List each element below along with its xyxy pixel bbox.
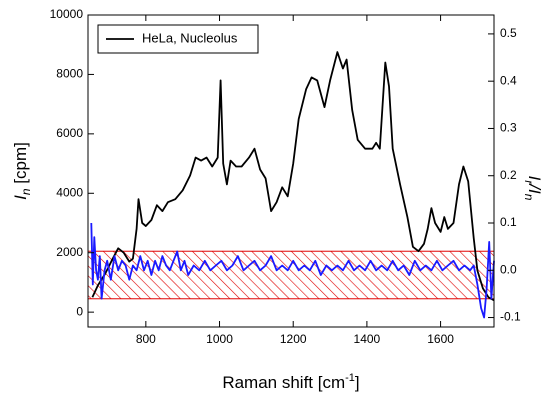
y2-tick-label: 0.4 bbox=[500, 73, 517, 87]
y2-tick-label: -0.1 bbox=[500, 310, 521, 324]
y-axis-title: In [cpm] bbox=[11, 142, 33, 200]
x-tick-label: 1600 bbox=[427, 332, 454, 346]
y-tick-label: 4000 bbox=[56, 185, 83, 199]
series-line bbox=[90, 222, 495, 319]
x-tick-label: 1400 bbox=[354, 332, 381, 346]
y2-tick-label: 0.5 bbox=[500, 26, 517, 40]
x-tick-label: 1000 bbox=[206, 332, 233, 346]
y-tick-label: 10000 bbox=[50, 7, 84, 21]
y2-tick-label: 0.1 bbox=[500, 215, 517, 229]
x-tick-label: 800 bbox=[136, 332, 156, 346]
band bbox=[87, 250, 495, 300]
y-tick-label: 2000 bbox=[56, 245, 83, 259]
y2-tick-label: 0.0 bbox=[500, 262, 517, 276]
y-tick-label: 8000 bbox=[56, 67, 83, 81]
y2-axis-title: Ir/In bbox=[522, 176, 544, 201]
y-tick-label: 6000 bbox=[56, 126, 83, 140]
plot-frame bbox=[87, 14, 495, 328]
y2-tick-label: 0.2 bbox=[500, 168, 517, 182]
y2-tick-label: 0.3 bbox=[500, 121, 517, 135]
series-line bbox=[91, 51, 495, 302]
y-tick-label: 0 bbox=[76, 304, 83, 318]
legend-label: HeLa, Nucleolus bbox=[142, 30, 238, 45]
x-tick-label: 1200 bbox=[280, 332, 307, 346]
x-axis-title: Raman shift [cm-1] bbox=[222, 372, 359, 393]
